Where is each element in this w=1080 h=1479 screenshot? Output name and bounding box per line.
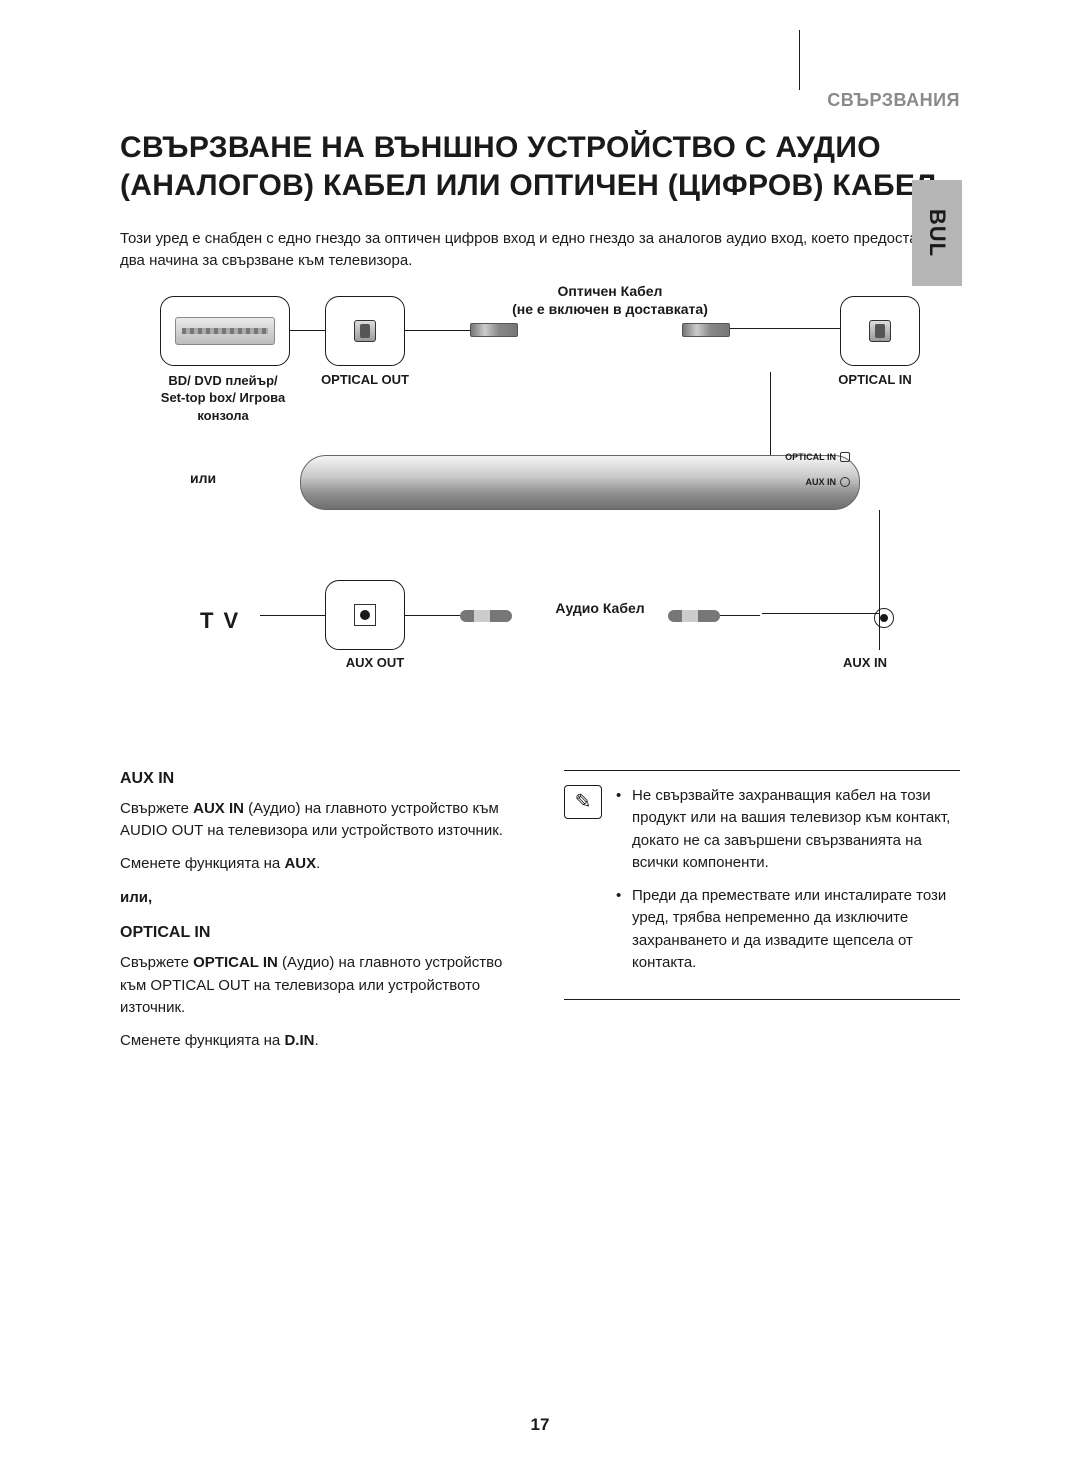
- language-tab-label: BUL: [924, 209, 950, 257]
- connector-line: [879, 510, 880, 650]
- connector-line: [405, 615, 460, 616]
- optical-cable-label-1: Оптичен Кабел: [558, 283, 663, 299]
- note-item: Преди да премествате или инсталирате тоз…: [616, 885, 952, 975]
- optical-out-box: [325, 296, 405, 366]
- optical-in-box: [840, 296, 920, 366]
- instruction-columns: AUX IN Свържете AUX IN (Аудио) на главно…: [120, 770, 960, 1063]
- optical-cable-icon: [470, 323, 730, 337]
- intro-paragraph: Този уред е снабден с едно гнездо за опт…: [120, 228, 960, 272]
- connector-line: [405, 330, 470, 331]
- section-label: СВЪРЗВАНИЯ: [120, 90, 960, 111]
- note-item: Не свързвайте захранващия кабел на този …: [616, 785, 952, 875]
- aux-jack-dot-icon: [874, 608, 894, 628]
- connector-line: [762, 613, 880, 614]
- optical-jack-icon: [354, 320, 376, 342]
- aux-out-label: AUX OUT: [310, 655, 440, 670]
- player-device-box: [160, 296, 290, 366]
- connector-line: [260, 615, 325, 616]
- optical-out-label: OPTICAL OUT: [300, 372, 430, 387]
- optical-in-heading: OPTICAL IN: [120, 924, 516, 942]
- port-icon: [840, 477, 850, 487]
- connector-line: [770, 372, 771, 458]
- soundbar-icon: [300, 455, 860, 510]
- aux-jack-icon: [354, 604, 376, 626]
- connector-line: [290, 330, 325, 331]
- optical-plug-icon: [470, 323, 518, 337]
- or-label: или: [190, 470, 216, 486]
- soundbar-aux-in-label: AUX IN: [805, 477, 836, 487]
- connector-line: [730, 328, 840, 329]
- aux-in-paragraph-1: Свържете AUX IN (Аудио) на главното устр…: [120, 798, 516, 843]
- optical-in-paragraph-2: Сменете функцията на D.IN.: [120, 1030, 516, 1053]
- aux-in-label: AUX IN: [800, 655, 930, 670]
- note-icon: ✎: [564, 785, 602, 819]
- left-column: AUX IN Свържете AUX IN (Аудио) на главно…: [120, 770, 516, 1063]
- soundbar-port-labels: OPTICAL IN AUX IN: [785, 445, 850, 495]
- right-column: ✎ Не свързвайте захранващия кабел на тоз…: [564, 770, 960, 1063]
- connector-line: [720, 615, 760, 616]
- language-tab: BUL: [912, 180, 962, 286]
- optical-in-paragraph-1: Свържете OPTICAL IN (Аудио) на главното …: [120, 952, 516, 1020]
- page-number: 17: [0, 1415, 1080, 1435]
- note-box: ✎ Не свързвайте захранващия кабел на тоз…: [564, 770, 960, 1000]
- port-icon: [840, 452, 850, 462]
- dvd-player-icon: [175, 317, 275, 345]
- optical-jack-icon: [869, 320, 891, 342]
- optical-plug-icon: [682, 323, 730, 337]
- audio-cable-label: Аудио Кабел: [520, 600, 680, 616]
- optical-cable-label: Оптичен Кабел (не е включен в доставката…: [480, 282, 740, 318]
- tv-label: T V: [200, 608, 240, 634]
- manual-page: СВЪРЗВАНИЯ СВЪРЗВАНЕ НА ВЪНШНО УСТРОЙСТВ…: [0, 0, 1080, 1479]
- aux-out-box: [325, 580, 405, 650]
- or-separator: или,: [120, 889, 516, 906]
- soundbar-optical-in-label: OPTICAL IN: [785, 452, 836, 462]
- aux-plug-icon: [460, 610, 512, 622]
- page-title: СВЪРЗВАНЕ НА ВЪНШНО УСТРОЙСТВО С АУДИО (…: [120, 129, 960, 204]
- aux-in-heading: AUX IN: [120, 770, 516, 788]
- connection-diagram: Оптичен Кабел (не е включен в доставката…: [160, 290, 920, 720]
- header-divider: [799, 30, 800, 90]
- optical-cable-label-2: (не е включен в доставката): [512, 301, 708, 317]
- optical-in-label: OPTICAL IN: [810, 372, 940, 387]
- player-label: BD/ DVD плейър/ Set-top box/ Игрова конз…: [158, 372, 288, 425]
- aux-in-paragraph-2: Сменете функцията на AUX.: [120, 853, 516, 876]
- note-list: Не свързвайте захранващия кабел на този …: [616, 785, 952, 985]
